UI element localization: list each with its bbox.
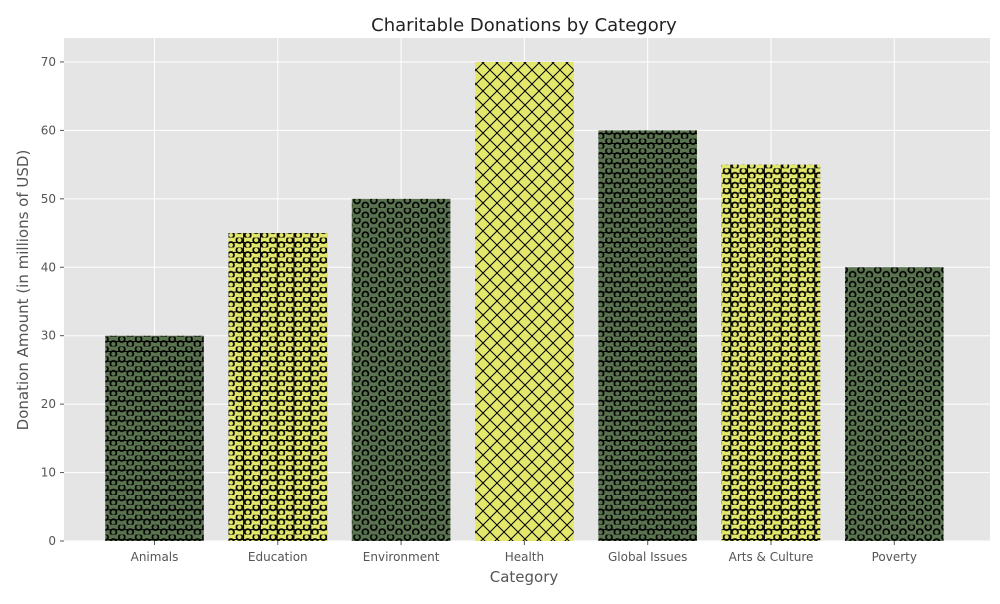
y-axis-label: Donation Amount (in millions of USD) <box>14 150 32 431</box>
y-tick-label: 10 <box>41 466 56 480</box>
x-axis-label: Category <box>490 568 559 586</box>
x-tick-label: Global Issues <box>608 550 687 564</box>
bar-education <box>228 233 328 541</box>
y-axis-ticks: 0 10 20 30 40 50 60 70 <box>41 55 64 548</box>
bars <box>105 61 944 542</box>
y-tick-label: 30 <box>41 329 56 343</box>
bar-health <box>475 61 574 541</box>
x-axis-ticks: Animals Education Environment Health Global … <box>131 541 917 564</box>
bar-arts-culture <box>721 164 821 541</box>
y-tick-label: 40 <box>41 260 56 274</box>
x-tick-label: Poverty <box>872 550 917 564</box>
y-tick-label: 50 <box>41 192 56 206</box>
x-tick-label: Environment <box>363 550 440 564</box>
y-tick-label: 70 <box>41 55 56 69</box>
x-tick-label: Animals <box>131 550 179 564</box>
bar-global-issues <box>598 130 697 541</box>
bar-animals <box>105 335 204 541</box>
y-tick-label: 60 <box>41 123 56 137</box>
chart-title: Charitable Donations by Category <box>371 15 677 36</box>
x-tick-label: Health <box>505 550 544 564</box>
bar-environment <box>351 198 451 542</box>
y-tick-label: 20 <box>41 397 56 411</box>
y-tick-label: 0 <box>48 534 56 548</box>
bar-poverty <box>845 267 944 541</box>
x-tick-label: Arts & Culture <box>729 550 814 564</box>
x-tick-label: Education <box>248 550 308 564</box>
